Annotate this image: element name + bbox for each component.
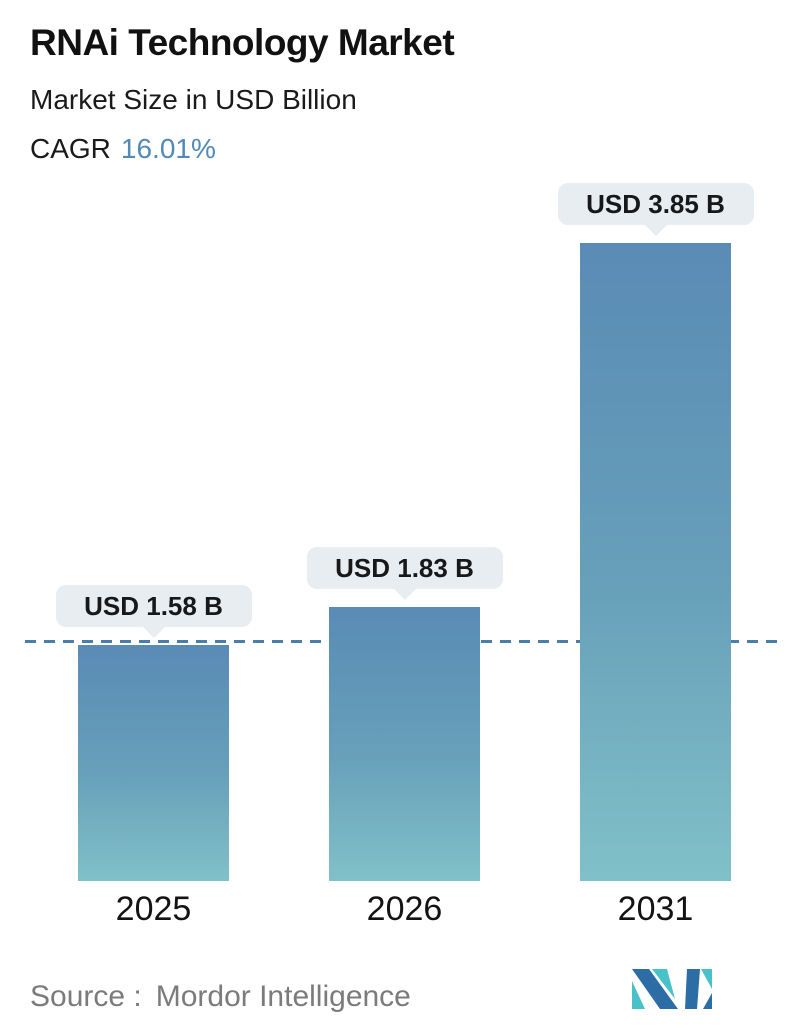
source-attribution: Source : Mordor Intelligence xyxy=(30,980,411,1014)
value-callout: USD 1.58 B xyxy=(55,585,252,627)
x-axis-label: 2026 xyxy=(366,890,443,928)
value-callout: USD 1.83 B xyxy=(306,547,503,589)
value-callout-pointer xyxy=(142,627,165,638)
bar-2031 xyxy=(580,243,731,881)
mordor-intelligence-logo-icon xyxy=(632,969,712,1009)
x-axis-label: 2031 xyxy=(617,890,694,928)
x-axis-label: 2025 xyxy=(115,890,192,928)
value-callout: USD 3.85 B xyxy=(557,183,754,225)
source-label: Source : xyxy=(30,980,142,1013)
value-callout-pointer xyxy=(644,225,667,236)
bar-2025 xyxy=(78,645,229,881)
value-callout-pointer xyxy=(393,589,416,600)
page-title: RNAi Technology Market xyxy=(30,22,455,63)
chart-subtitle: Market Size in USD Billion xyxy=(30,84,357,115)
source-value: Mordor Intelligence xyxy=(155,980,411,1013)
cagr-row: CAGR 16.01% xyxy=(30,133,216,165)
cagr-label: CAGR xyxy=(30,133,111,164)
bar-2026 xyxy=(329,607,480,881)
cagr-value: 16.01% xyxy=(120,133,216,164)
